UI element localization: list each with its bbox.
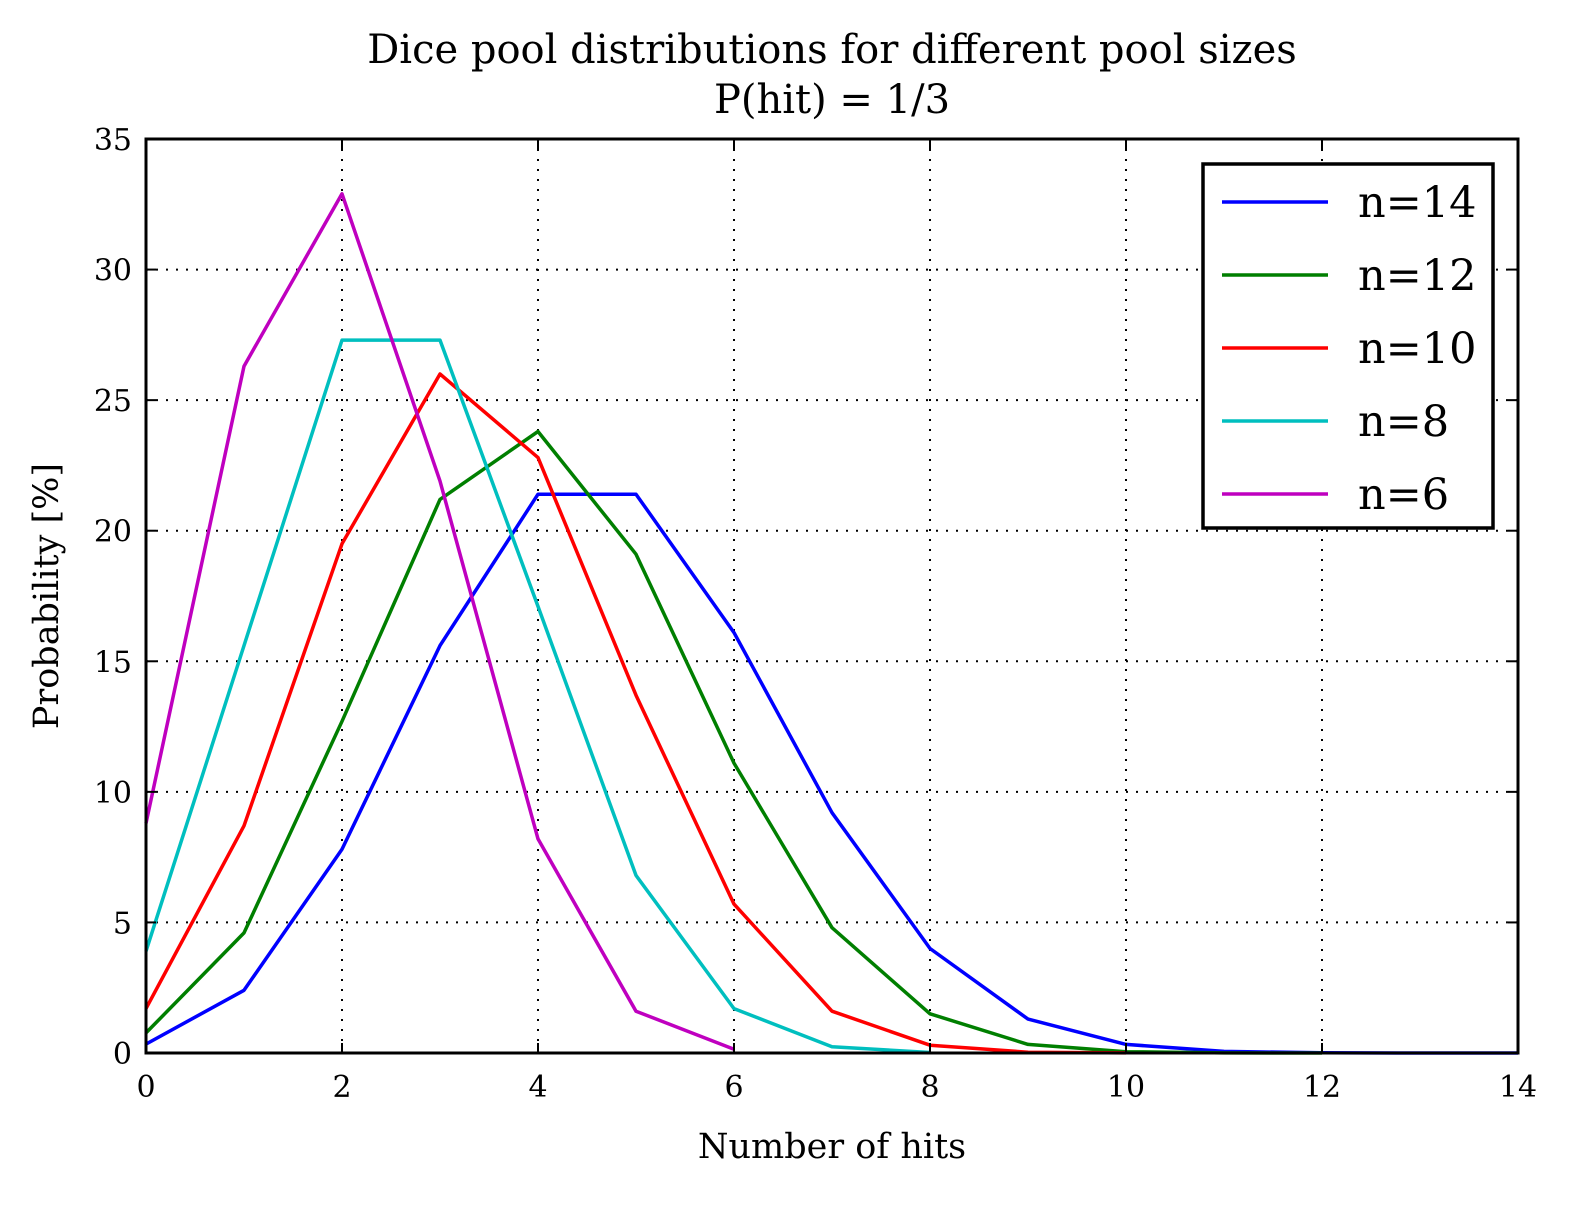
x-tick-label: 8 (920, 1070, 939, 1105)
x-tick-label: 10 (1107, 1070, 1145, 1105)
y-tick-label: 35 (94, 123, 132, 158)
x-tick-label: 4 (528, 1070, 547, 1105)
x-axis-label: Number of hits (698, 1127, 966, 1167)
chart-title: Dice pool distributions for different po… (367, 27, 1297, 73)
series-line-n-6 (144, 192, 735, 1051)
legend-box (1201, 162, 1495, 530)
legend: n=14 n=12 n=10 n=8 n=6 (1201, 162, 1495, 530)
series-line-n-10 (144, 372, 1127, 1055)
chart-subtitle: P(hit) = 1/3 (714, 77, 950, 123)
y-tick-label: 5 (113, 906, 132, 941)
legend-label: n=6 (1358, 470, 1449, 520)
axes-frame (144, 137, 1520, 1055)
y-tick-label: 15 (94, 645, 132, 680)
y-tick-label: 20 (94, 515, 132, 550)
y-tick-label: 25 (94, 384, 132, 419)
legend-label: n=14 (1358, 178, 1476, 228)
x-tick-label: 14 (1499, 1070, 1537, 1105)
x-tick-label: 12 (1303, 1070, 1341, 1105)
legend-label: n=12 (1358, 251, 1476, 301)
x-tick-label: 2 (332, 1070, 351, 1105)
y-tick-label: 10 (94, 776, 132, 811)
axis-ticks: 0 2 4 6 8 10 12 14 0 5 10 15 20 25 30 35 (94, 123, 1537, 1105)
y-tick-label: 30 (94, 254, 132, 289)
y-axis-label: Probability [%] (27, 463, 67, 729)
legend-label: n=10 (1358, 324, 1476, 374)
y-tick-label: 0 (113, 1037, 132, 1072)
x-tick-label: 6 (724, 1070, 743, 1105)
series-line-n-8 (144, 338, 931, 1055)
x-tick-label: 0 (136, 1070, 155, 1105)
legend-label: n=8 (1358, 397, 1449, 447)
